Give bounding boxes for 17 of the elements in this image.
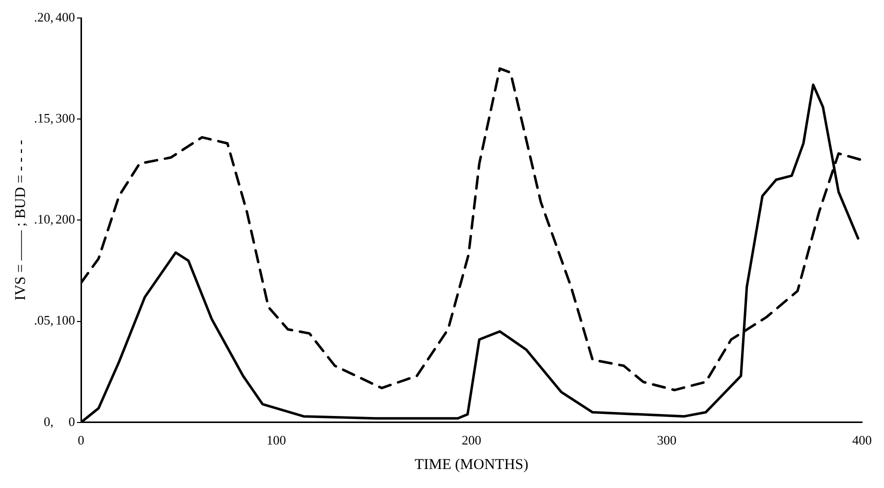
y-tick-label: .05, xyxy=(34,312,54,328)
y-tick-label: .20, xyxy=(34,9,54,24)
y2-tick-label: 400 xyxy=(56,9,75,24)
y-tick-label: .15, xyxy=(34,110,54,126)
y2-tick-label: 300 xyxy=(56,110,75,126)
y-tick-label: .10, xyxy=(34,212,54,227)
y2-tick-label: 0 xyxy=(68,414,75,429)
y2-tick-label: 100 xyxy=(56,312,75,328)
x-tick-label: 0 xyxy=(78,432,84,448)
y2-tick-label: 200 xyxy=(56,212,75,227)
y-axis-title: IVS = —— ; BUD = - - - - xyxy=(12,140,29,301)
x-tick-label: 200 xyxy=(462,432,482,448)
x-tick-label: 400 xyxy=(852,432,872,448)
x-tick-label: 100 xyxy=(266,432,286,448)
x-tick-label: 300 xyxy=(657,432,676,448)
x-axis-title: TIME (MONTHS) xyxy=(414,456,528,473)
y-tick-label: 0, xyxy=(44,414,54,429)
